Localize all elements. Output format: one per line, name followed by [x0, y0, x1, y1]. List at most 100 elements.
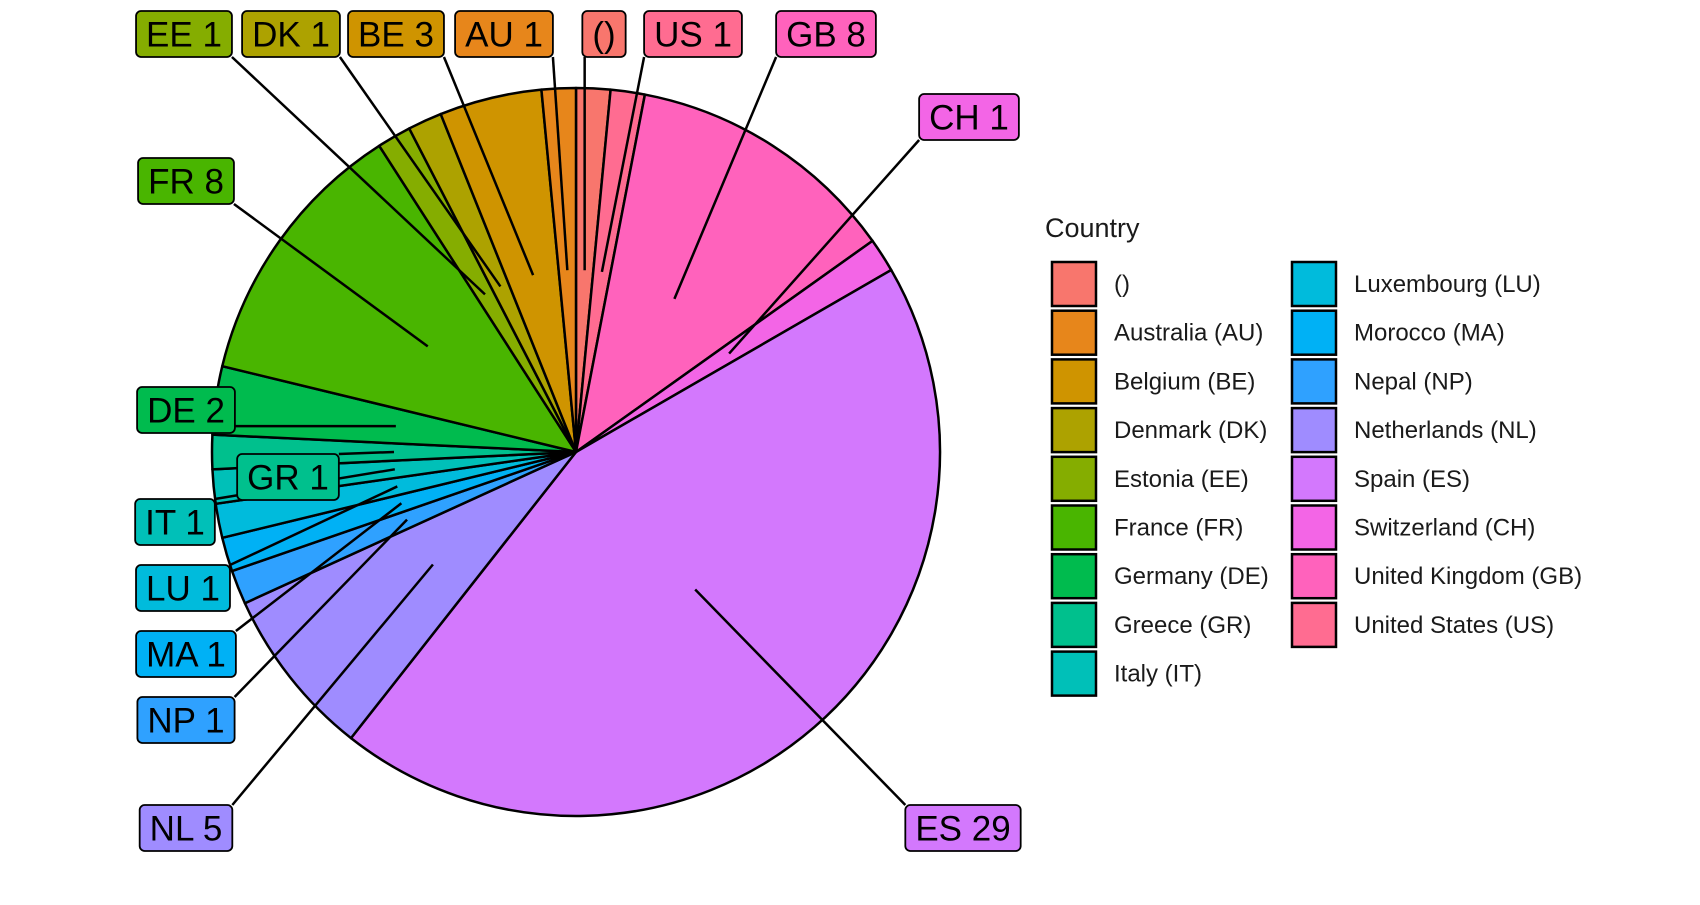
slice-label-es: ES 29 — [904, 804, 1022, 852]
legend-swatch — [1290, 406, 1338, 454]
slice-label-text: GR 1 — [247, 459, 329, 498]
pie-slices — [210, 86, 942, 818]
legend: Country () Australia (AU) Belgium (BE) Denm… — [1045, 213, 1582, 697]
slice-label-box — [134, 498, 216, 546]
pie-slice-au — [540, 86, 578, 454]
slice-label-box — [137, 157, 235, 205]
legend-title: Country — [1045, 213, 1140, 243]
legend-swatch — [1050, 601, 1098, 649]
slice-label-box — [135, 630, 237, 678]
legend-label: Spain (ES) — [1354, 466, 1470, 493]
legend-swatch — [1050, 455, 1098, 503]
legend-swatch — [1050, 552, 1098, 600]
slice-label-box — [135, 564, 231, 612]
slice-label-box — [581, 10, 627, 58]
legend-item-ee: Estonia (EE) — [1050, 455, 1249, 503]
slice-label-text: NP 1 — [147, 702, 224, 741]
legend-item-es: Spain (ES) — [1290, 455, 1470, 503]
leader-line-fr — [233, 202, 429, 348]
pie-slice-fr — [221, 144, 578, 454]
leader-line-ee — [231, 56, 486, 296]
legend-item-blank: () — [1050, 260, 1130, 308]
legend-swatch — [1050, 260, 1098, 308]
slice-label-it: IT 1 — [134, 498, 216, 546]
legend-label: Greece (GR) — [1114, 612, 1251, 639]
legend-label: France (FR) — [1114, 515, 1243, 542]
pie-slice-es — [349, 268, 942, 818]
slice-labels: () US 1 GB 8 CH 1 ES 29 NL 5 NP 1 MA 1 LU 1 IT 1 G… — [134, 10, 1022, 852]
slice-label-box — [135, 10, 233, 58]
legend-item-au: Australia (AU) — [1050, 309, 1263, 356]
slice-label-text: () — [592, 16, 615, 55]
slice-label-text: LU 1 — [146, 570, 220, 609]
leader-line-gr — [338, 450, 395, 456]
legend-item-it: Italy (IT) — [1050, 650, 1202, 697]
slice-label-text: MA 1 — [146, 636, 226, 675]
legend-item-fr: France (FR) — [1050, 504, 1243, 551]
legend-label: Netherlands (NL) — [1354, 417, 1537, 444]
legend-swatch — [1290, 309, 1338, 356]
slice-label-ma: MA 1 — [135, 630, 237, 678]
slice-label-dk: DK 1 — [241, 10, 341, 58]
leader-line-nl — [231, 563, 434, 806]
legend-swatch — [1290, 552, 1338, 600]
slice-label-box — [241, 10, 341, 58]
slice-label-box — [347, 10, 445, 58]
legend-label: Morocco (MA) — [1354, 320, 1505, 347]
leader-line-gb — [673, 56, 778, 300]
slice-label-box — [136, 696, 236, 744]
legend-label: Australia (AU) — [1114, 320, 1263, 347]
legend-swatch — [1050, 406, 1098, 454]
pie-slice-gb — [574, 93, 874, 454]
legend-label: Italy (IT) — [1114, 661, 1202, 688]
leader-line-be — [442, 56, 535, 276]
slice-label-text: EE 1 — [146, 16, 222, 55]
slice-label-box — [236, 453, 340, 501]
legend-label: Estonia (EE) — [1114, 466, 1249, 493]
slice-label-text: CH 1 — [929, 99, 1009, 138]
slice-label-box — [454, 10, 554, 58]
legend-item-ch: Switzerland (CH) — [1290, 504, 1535, 551]
legend-item-lu: Luxembourg (LU) — [1290, 260, 1541, 308]
legend-item-be: Belgium (BE) — [1050, 358, 1255, 405]
leader-line-us — [600, 56, 646, 273]
legend-label: Switzerland (CH) — [1354, 515, 1535, 542]
legend-swatch — [1050, 504, 1098, 551]
slice-label-be: BE 3 — [347, 10, 445, 58]
slice-label-text: FR 8 — [148, 163, 224, 202]
legend-swatch — [1050, 358, 1098, 405]
slice-label-de: DE 2 — [136, 386, 236, 434]
legend-swatch — [1290, 358, 1338, 405]
legend-swatch — [1290, 260, 1338, 308]
slice-label-box — [643, 10, 743, 58]
legend-label: United States (US) — [1354, 612, 1554, 639]
slice-label-text: DK 1 — [252, 16, 330, 55]
slice-label-box — [136, 386, 236, 434]
slice-label-text: AU 1 — [465, 16, 543, 55]
slice-label-text: US 1 — [654, 16, 732, 55]
legend-swatch — [1290, 504, 1338, 551]
slice-label-gb: GB 8 — [775, 10, 877, 58]
legend-item-nl: Netherlands (NL) — [1290, 406, 1537, 454]
legend-label: United Kingdom (GB) — [1354, 563, 1582, 590]
slice-label-nl: NL 5 — [138, 804, 234, 852]
label-leader-lines — [214, 56, 921, 806]
slice-label-gr: GR 1 — [236, 453, 340, 501]
legend-label: Denmark (DK) — [1114, 417, 1267, 444]
slice-label-lu: LU 1 — [135, 564, 231, 612]
legend-label: Belgium (BE) — [1114, 368, 1255, 395]
leader-line-dk — [338, 56, 502, 288]
legend-swatch — [1290, 455, 1338, 503]
slice-label-box — [775, 10, 877, 58]
leader-line-ch — [728, 139, 921, 355]
legend-label: () — [1114, 271, 1130, 298]
pie-slice-nl — [243, 450, 578, 740]
slice-label-text: NL 5 — [150, 810, 223, 849]
leader-line-np — [233, 518, 408, 698]
slice-label-text: DE 2 — [147, 392, 225, 431]
legend-swatch — [1290, 601, 1338, 649]
legend-item-np: Nepal (NP) — [1290, 358, 1473, 405]
leader-line-ma — [235, 502, 403, 632]
